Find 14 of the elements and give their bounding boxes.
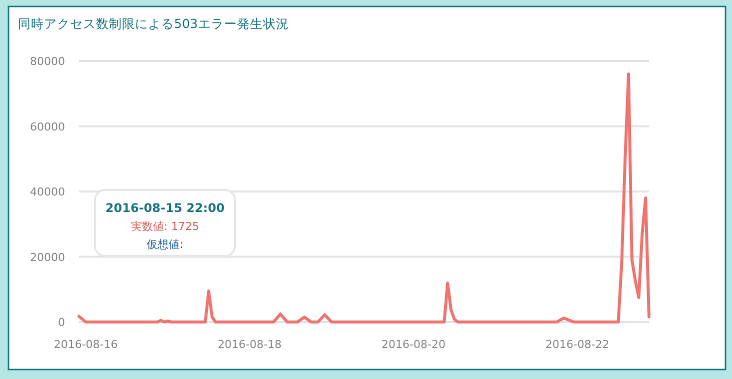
x-tick-label: 2016-08-22	[545, 338, 610, 351]
chart-title: 同時アクセス数制限による503エラー発生状況	[18, 16, 289, 31]
x-tick-label: 2016-08-20	[382, 338, 446, 351]
y-tick-label: 0	[58, 316, 65, 329]
line-series	[78, 72, 650, 324]
y-tick-label: 60000	[30, 120, 65, 134]
y-tick-label: 40000	[30, 186, 65, 198]
x-tick-label: 2016-08-16	[54, 338, 118, 351]
annotation: 実数値: 1725	[130, 220, 200, 233]
annotation: 2016-08-15 22:00	[105, 201, 225, 215]
annotation: 仮想値:	[146, 238, 184, 251]
y-tick-label: 20000	[30, 250, 65, 264]
x-tick-label: 2016-08-18	[218, 338, 282, 351]
y-tick-label: 80000	[30, 55, 65, 68]
